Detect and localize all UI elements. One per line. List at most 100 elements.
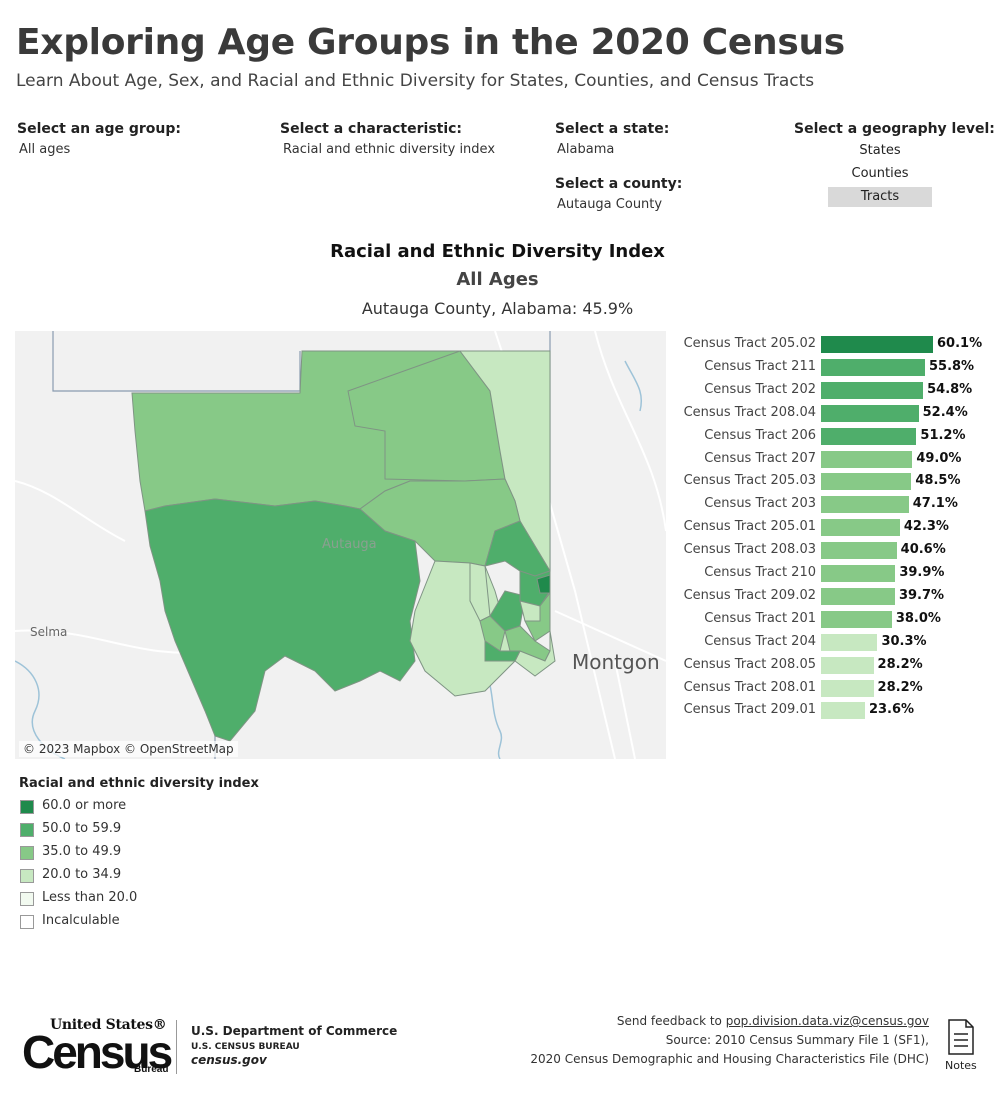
bar-value-label: 38.0% xyxy=(895,610,941,626)
legend-label: 50.0 to 59.9 xyxy=(42,820,122,836)
bar-value-label: 60.1% xyxy=(937,336,983,351)
notes-label[interactable]: Notes xyxy=(945,1059,977,1072)
bar-row[interactable]: Census Tract 203 47.1% xyxy=(670,493,990,515)
chart-subtitle: All Ages xyxy=(456,269,539,290)
bar[interactable] xyxy=(821,542,897,560)
legend-title: Racial and ethnic diversity index xyxy=(19,776,259,791)
bar-value-label: 47.1% xyxy=(912,496,958,512)
bar[interactable] xyxy=(821,473,912,491)
bar-row[interactable]: Census Tract 202 54.8% xyxy=(670,379,990,401)
bar-category-label: Census Tract 208.04 xyxy=(683,404,816,420)
geography-option-counties[interactable]: Counties xyxy=(851,166,909,181)
bar-category-label: Census Tract 208.01 xyxy=(683,679,816,695)
bar-row[interactable]: Census Tract 205.01 42.3% xyxy=(670,516,990,538)
bar-row[interactable]: Census Tract 207 49.0% xyxy=(670,448,990,470)
bar[interactable] xyxy=(821,519,900,537)
map-label-county: Autauga xyxy=(322,537,377,552)
source-line-1: Source: 2010 Census Summary File 1 (SF1)… xyxy=(665,1033,929,1047)
dept-commerce: U.S. Department of Commerce xyxy=(191,1024,398,1038)
county-label: Select a county: xyxy=(555,176,683,192)
bar[interactable] xyxy=(821,610,892,628)
bar-value-label: 54.8% xyxy=(927,381,973,397)
tract-209-01 xyxy=(514,630,556,677)
chart-title: Racial and Ethnic Diversity Index xyxy=(330,241,665,262)
bar-category-label: Census Tract 208.03 xyxy=(683,542,816,558)
bar-category-label: Census Tract 211 xyxy=(704,358,816,374)
bar-category-label: Census Tract 205.03 xyxy=(683,473,816,489)
bar-row[interactable]: Census Tract 205.03 48.5% xyxy=(670,470,990,492)
bar[interactable] xyxy=(821,358,925,376)
county-select[interactable]: Autauga County xyxy=(557,197,663,212)
state-label: Select a state: xyxy=(555,121,670,137)
bar-row[interactable]: Census Tract 205.02 60.1% xyxy=(670,333,990,355)
bar[interactable] xyxy=(821,496,909,514)
bar[interactable] xyxy=(821,404,919,422)
bar-row[interactable]: Census Tract 208.05 28.2% xyxy=(670,654,990,676)
bar-row[interactable]: Census Tract 209.02 39.7% xyxy=(670,585,990,607)
tract-map[interactable]: Autauga Selma Montgon © 2023 Mapbox © Op… xyxy=(15,331,666,759)
bar[interactable] xyxy=(821,565,896,582)
census-logo[interactable]: United States® Census Bureau xyxy=(22,1017,173,1078)
bar-row[interactable]: Census Tract 209.01 23.6% xyxy=(670,699,990,721)
bar[interactable] xyxy=(821,656,874,674)
bar-value-label: 40.6% xyxy=(900,542,946,558)
bar-value-label: 52.4% xyxy=(922,404,968,420)
county-summary: Autauga County, Alabama: 45.9% xyxy=(361,299,634,318)
feedback-prefix: Send feedback to xyxy=(616,1014,726,1028)
bar-category-label: Census Tract 204 xyxy=(704,633,816,649)
bar-row[interactable]: Census Tract 208.04 52.4% xyxy=(670,402,990,424)
feedback-email-link[interactable]: pop.division.data.viz@census.gov xyxy=(725,1014,929,1028)
characteristic-select[interactable]: Racial and ethnic diversity index xyxy=(283,142,496,157)
bar-category-label: Census Tract 209.02 xyxy=(683,587,816,603)
bar[interactable] xyxy=(821,336,933,353)
bar-row[interactable]: Census Tract 208.01 28.2% xyxy=(670,677,990,699)
notes-icon[interactable] xyxy=(947,1019,975,1055)
bar-value-label: 55.8% xyxy=(928,358,975,374)
bar-row[interactable]: Census Tract 208.03 40.6% xyxy=(670,539,990,561)
legend-swatch xyxy=(20,822,34,837)
map-tracts[interactable] xyxy=(131,350,556,742)
bar[interactable] xyxy=(821,633,878,651)
bar-row[interactable]: Census Tract 211 55.8% xyxy=(670,356,990,378)
bar-category-label: Census Tract 201 xyxy=(704,610,816,626)
bar[interactable] xyxy=(821,702,865,720)
page-title: Exploring Age Groups in the 2020 Census xyxy=(16,22,845,63)
tract-208-04 xyxy=(484,640,521,662)
age-group-select[interactable]: All ages xyxy=(19,142,71,157)
census-bureau-text: U.S. CENSUS BUREAU xyxy=(191,1042,300,1052)
tract-bar-chart: Census Tract 205.02 60.1% Census Tract 211… xyxy=(670,331,990,721)
bar[interactable] xyxy=(821,381,924,399)
bar-category-label: Census Tract 202 xyxy=(704,381,816,397)
bar-value-label: 39.7% xyxy=(898,587,945,603)
bar-value-label: 28.2% xyxy=(877,679,923,695)
age-group-label: Select an age group: xyxy=(17,121,181,137)
bar-category-label: Census Tract 207 xyxy=(704,450,816,466)
legend-label: 20.0 to 34.9 xyxy=(42,866,122,882)
geography-option-tracts[interactable]: Tracts xyxy=(828,187,932,207)
bar[interactable] xyxy=(821,427,917,445)
map-label-montgomery: Montgon xyxy=(572,650,660,674)
state-select[interactable]: Alabama xyxy=(557,142,615,157)
bar[interactable] xyxy=(821,450,913,468)
bar-category-label: Census Tract 206 xyxy=(704,427,816,443)
map-canvas[interactable]: Autauga Selma Montgon xyxy=(15,331,666,759)
page-subtitle: Learn About Age, Sex, and Racial and Eth… xyxy=(16,71,815,91)
geography-label: Select a geography level: xyxy=(794,121,995,137)
feedback-line: Send feedback to pop.division.data.viz@c… xyxy=(617,1014,929,1028)
bar-category-label: Census Tract 210 xyxy=(704,565,816,580)
tract-206 xyxy=(144,498,421,742)
bar-category-label: Census Tract 205.02 xyxy=(683,336,816,351)
legend-swatch xyxy=(20,868,34,883)
bar-row[interactable]: Census Tract 204 30.3% xyxy=(670,631,990,653)
map-attribution[interactable]: © 2023 Mapbox © OpenStreetMap xyxy=(19,741,238,757)
bar-row[interactable]: Census Tract 201 38.0% xyxy=(670,608,990,630)
bar-value-label: 48.5% xyxy=(915,473,961,489)
bar[interactable] xyxy=(821,587,895,605)
bar-row[interactable]: Census Tract 210 39.9% xyxy=(670,562,990,584)
bar-category-label: Census Tract 205.01 xyxy=(683,519,816,535)
census-gov-link[interactable]: census.gov xyxy=(191,1053,267,1067)
bar-row[interactable]: Census Tract 206 51.2% xyxy=(670,425,990,447)
bar[interactable] xyxy=(821,679,874,697)
logo-census: Census xyxy=(22,1026,173,1078)
geography-option-states[interactable]: States xyxy=(859,143,901,158)
